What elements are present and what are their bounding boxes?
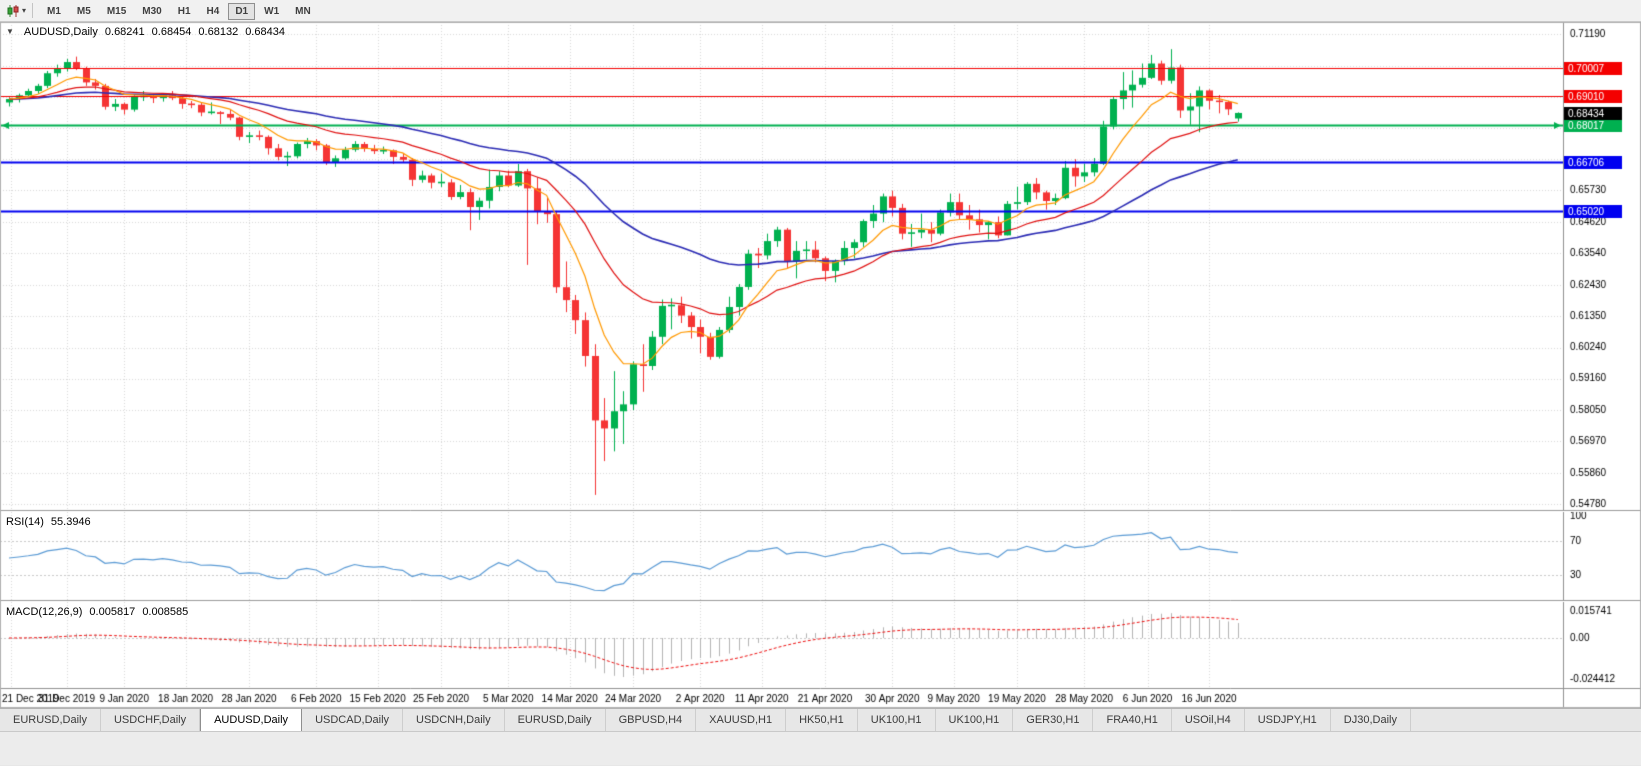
chart-tab-XAUUSD-H1[interactable]: XAUUSD,H1 <box>696 709 787 731</box>
chart-tab-USOil-H4[interactable]: USOil,H4 <box>1171 709 1245 731</box>
chart-tabs-bar: EURUSD,Daily USDCHF,Daily AUDUSD,Daily USDC… <box>0 708 1641 732</box>
timeframe-buttons: M1 M5 M15 M30 H1 H4 D1 W1 MN <box>39 1 319 20</box>
toolbar-separator <box>32 3 34 18</box>
chart-tab-GER30-H1[interactable]: GER30,H1 <box>1013 709 1094 731</box>
window-filler <box>0 732 1641 765</box>
chart-tab-HK50-H1[interactable]: HK50,H1 <box>786 709 858 731</box>
bottom-area: EURUSD,Daily USDCHF,Daily AUDUSD,Daily USDC… <box>0 708 1641 766</box>
chart-tab-EURUSD-Daily[interactable]: EURUSD,Daily <box>504 709 606 731</box>
timeframe-button-M5[interactable]: M5 <box>70 3 98 20</box>
timeframe-button-M1[interactable]: M1 <box>40 3 68 20</box>
timeframe-button-M15[interactable]: M15 <box>100 3 133 20</box>
timeframe-button-D1[interactable]: D1 <box>228 3 256 20</box>
timeframe-button-H1[interactable]: H1 <box>171 3 198 20</box>
chart-tab-GBPUSD-H4[interactable]: GBPUSD,H4 <box>605 709 697 731</box>
chart-tab-USDJPY-H1[interactable]: USDJPY,H1 <box>1244 709 1331 731</box>
chart-tab-USDCAD-Daily[interactable]: USDCAD,Daily <box>302 709 404 731</box>
timeframe-button-W1[interactable]: W1 <box>257 3 286 20</box>
chart-tab-UK100-H1[interactable]: UK100,H1 <box>857 709 936 731</box>
timeframe-button-M30[interactable]: M30 <box>135 3 168 20</box>
candlestick-chart-icon[interactable] <box>4 3 22 19</box>
chart-tab-USDCHF-Daily[interactable]: USDCHF,Daily <box>100 709 201 731</box>
chart-region: ▼ AUDUSD,Daily 0.68241 0.68454 0.68132 0… <box>0 22 1641 708</box>
timeframe-button-MN[interactable]: MN <box>288 3 318 20</box>
chart-tab-USDCNH-Daily[interactable]: USDCNH,Daily <box>403 709 505 731</box>
price-chart-canvas[interactable] <box>0 22 1641 708</box>
chart-tab-DJ30-Daily[interactable]: DJ30,Daily <box>1330 709 1411 731</box>
timeframe-button-H4[interactable]: H4 <box>200 3 227 20</box>
chart-tab-EURUSD-Daily[interactable]: EURUSD,Daily <box>0 709 101 731</box>
chart-tab-AUDUSD-Daily[interactable]: AUDUSD,Daily <box>200 709 303 731</box>
timeframe-toolbar: ▾ M1 M5 M15 M30 H1 H4 D1 W1 MN <box>0 0 1641 22</box>
chart-type-dropdown-icon[interactable]: ▾ <box>22 6 27 15</box>
chart-tab-UK100-H1[interactable]: UK100,H1 <box>935 709 1014 731</box>
chart-tab-FRA40-H1[interactable]: FRA40,H1 <box>1093 709 1172 731</box>
